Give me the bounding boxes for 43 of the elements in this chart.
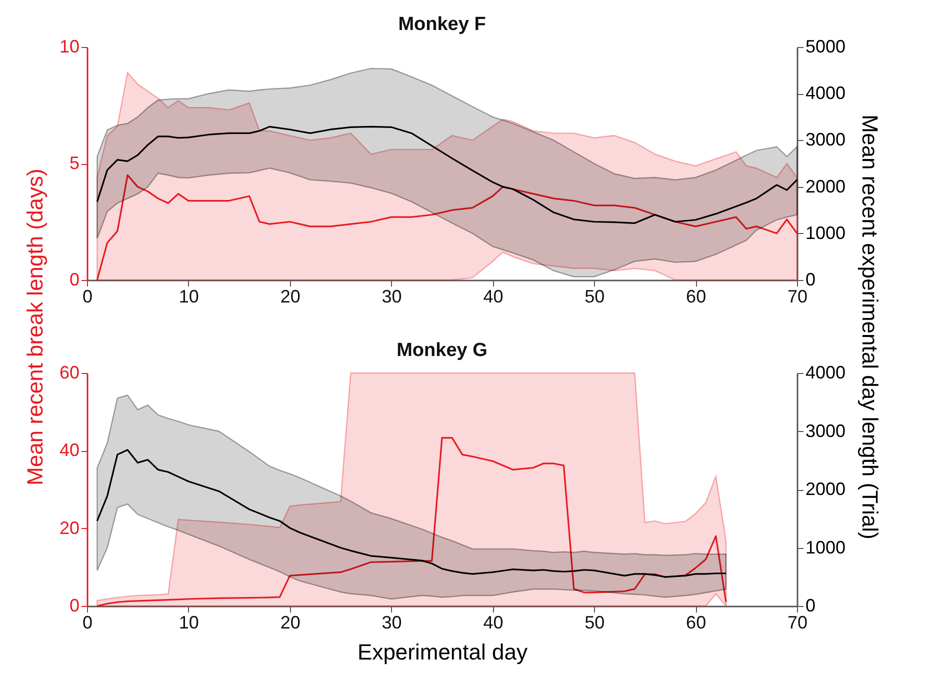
line-series	[96, 174, 798, 281]
y2-tick-label: 2000	[806, 479, 846, 499]
y-tick-label: 20	[59, 518, 80, 538]
y-tick-label: 0	[69, 596, 80, 616]
y-tick-label: 40	[59, 440, 80, 460]
x-tick-label: 50	[584, 612, 605, 632]
x-tick-label: 60	[686, 612, 706, 632]
y2-tick-label: 4000	[806, 83, 846, 104]
y2-tick-label: 0	[806, 270, 816, 290]
y2-tick-label: 1000	[806, 537, 846, 558]
y-tick-label: 0	[69, 270, 80, 290]
line-series	[96, 437, 727, 607]
line-series	[96, 126, 798, 224]
y2-tick-label: 3000	[806, 130, 846, 150]
y2-tick-label: 3000	[806, 420, 846, 441]
chart-title: Monkey F	[398, 14, 486, 35]
line-series	[96, 449, 727, 578]
x-tick-label: 30	[382, 286, 402, 306]
x-tick-label: 40	[483, 286, 504, 306]
chart-title: Monkey G	[396, 340, 488, 361]
y2-axis-title: Mean recent experimental day length (Trial)	[858, 114, 883, 540]
x-tick-label: 0	[82, 612, 93, 632]
y2-tick-label: 2000	[806, 176, 846, 196]
x-tick-label: 70	[787, 612, 808, 632]
x-tick-label: 10	[178, 612, 199, 632]
x-tick-label: 20	[280, 286, 300, 306]
y2-tick-label: 4000	[806, 362, 846, 382]
x-tick-label: 10	[178, 286, 199, 306]
y2-tick-label: 0	[806, 596, 816, 616]
x-tick-label: 20	[280, 612, 300, 632]
x-tick-label: 60	[686, 286, 706, 306]
x-tick-label: 40	[483, 612, 504, 632]
y-tick-label: 60	[59, 362, 80, 382]
y-axis-title: Mean recent break length (days)	[22, 168, 48, 486]
x-axis-title: Experimental day	[358, 640, 528, 664]
y-tick-label: 10	[59, 36, 80, 56]
y2-tick-label: 5000	[806, 36, 846, 56]
x-tick-label: 50	[584, 286, 605, 306]
x-tick-label: 0	[82, 286, 93, 306]
x-tick-label: 70	[787, 286, 808, 306]
y-tick-label: 5	[69, 153, 80, 173]
y2-tick-label: 1000	[806, 222, 846, 243]
x-tick-label: 30	[382, 612, 402, 632]
